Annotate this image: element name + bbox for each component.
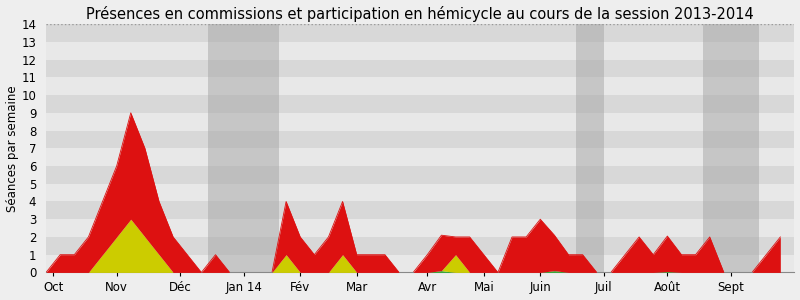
Bar xyxy=(46,166,794,184)
Bar xyxy=(575,24,604,272)
Bar xyxy=(46,255,794,272)
Bar xyxy=(46,42,794,60)
Bar xyxy=(46,148,794,166)
Bar xyxy=(46,184,794,202)
Bar xyxy=(46,130,794,148)
Bar xyxy=(46,95,794,113)
Title: Présences en commissions et participation en hémicycle au cours de la session 20: Présences en commissions et participatio… xyxy=(86,6,754,22)
Bar xyxy=(46,77,794,95)
Y-axis label: Séances par semaine: Séances par semaine xyxy=(6,85,18,212)
Bar xyxy=(209,24,279,272)
Bar xyxy=(46,237,794,255)
Bar xyxy=(702,24,759,272)
Bar xyxy=(46,113,794,130)
Bar xyxy=(46,202,794,219)
Bar xyxy=(46,24,794,42)
Bar xyxy=(46,60,794,77)
Bar xyxy=(46,219,794,237)
